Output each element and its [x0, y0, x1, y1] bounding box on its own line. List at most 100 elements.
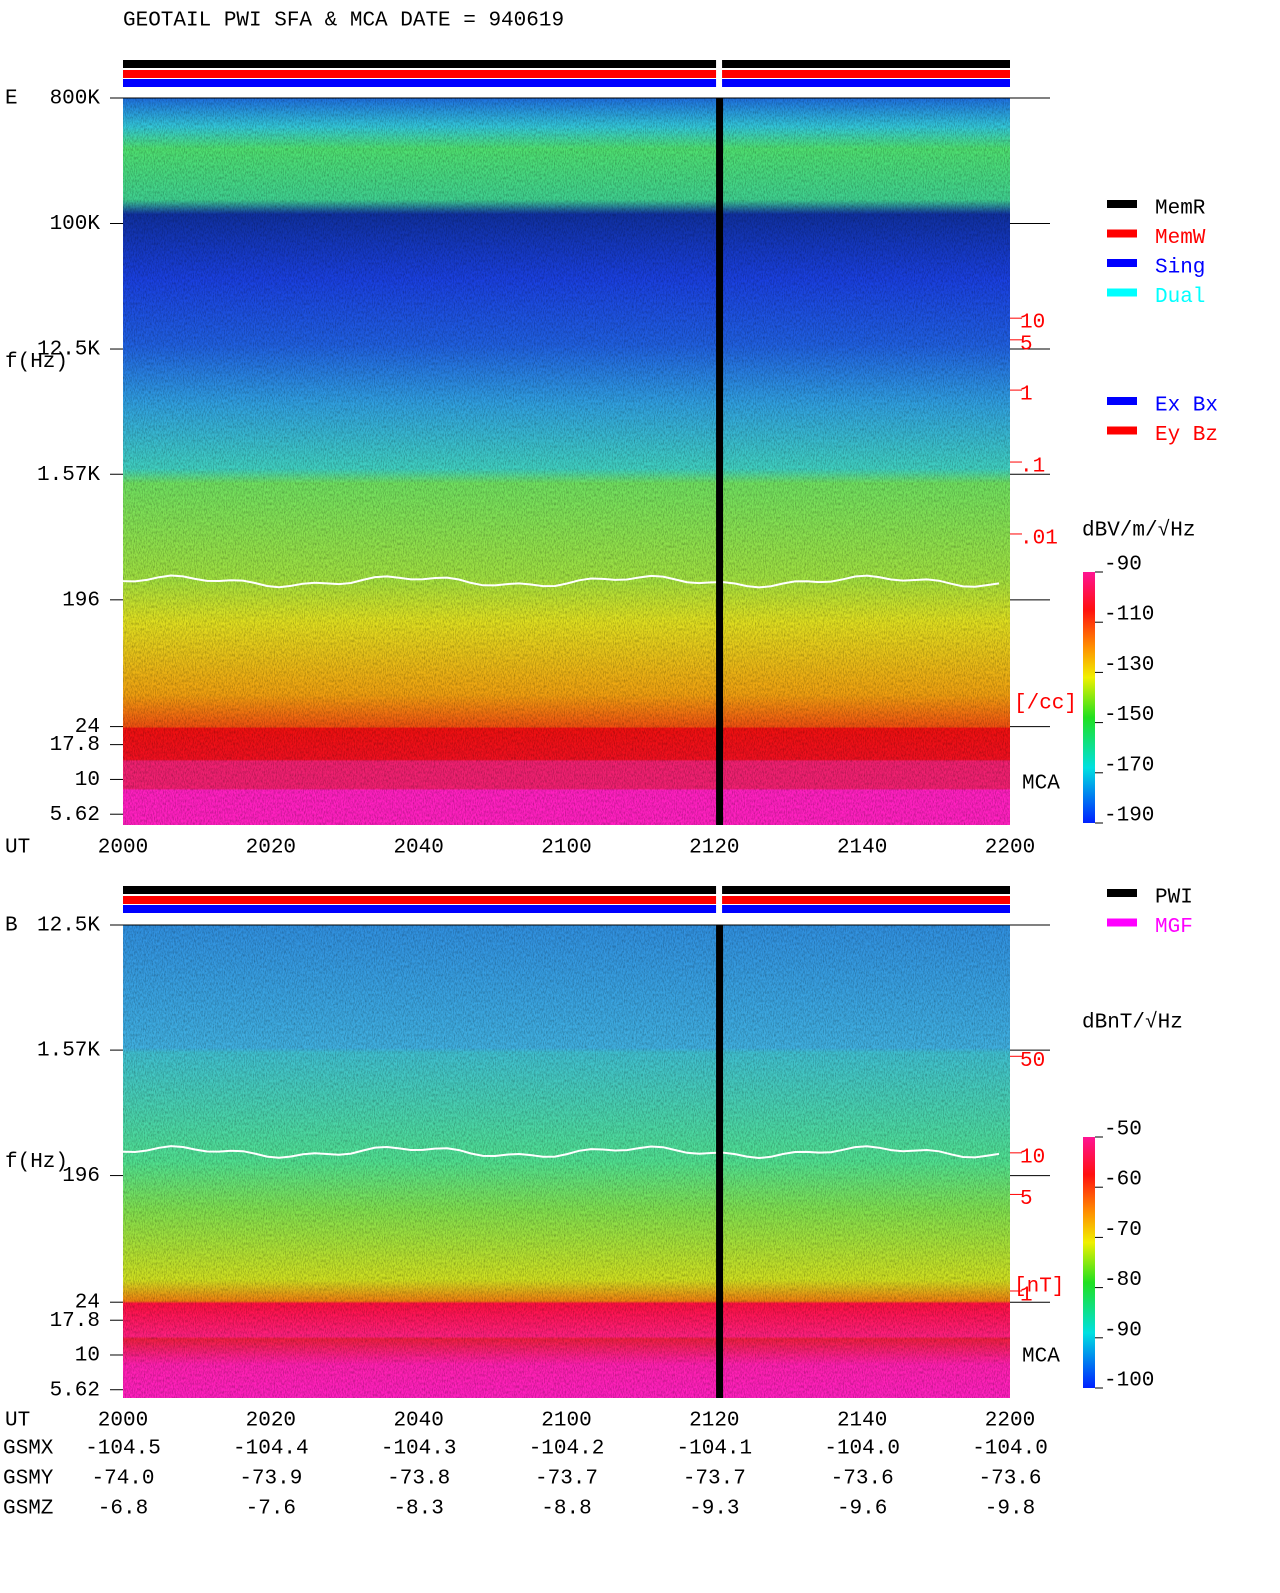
legend-swatch [1107, 259, 1137, 267]
colorbar-tick-label: -130 [1104, 654, 1154, 677]
y2-tick-label: .01 [1020, 528, 1058, 551]
orbit-label: GSMZ [3, 1498, 53, 1521]
y-axis-label: f(Hz) [5, 1151, 68, 1174]
orbit-value: -104.5 [85, 1438, 161, 1461]
legend-label: Sing [1155, 257, 1205, 280]
y-tick-label: 5.62 [50, 804, 100, 827]
plasma-line [122, 574, 1000, 589]
legend-label: MGF [1155, 916, 1193, 939]
orbit-value: -73.7 [535, 1468, 598, 1491]
y-tick-label: 5.62 [50, 1379, 100, 1402]
mode-gap [716, 60, 723, 87]
legend-swatch [1107, 229, 1137, 238]
x-tick-label: 2200 [985, 1410, 1035, 1433]
orbit-value: -8.8 [541, 1498, 591, 1521]
orbit-value: -8.3 [393, 1498, 443, 1521]
orbit-value: -104.3 [381, 1438, 457, 1461]
y-axis-label: f(Hz) [5, 351, 68, 374]
orbit-value: -73.7 [683, 1468, 746, 1491]
colorbar-tick-label: -110 [1104, 604, 1154, 627]
mode-bar [123, 79, 1010, 87]
legend-label: Ey Bz [1155, 424, 1218, 447]
data-gap [716, 925, 724, 1398]
orbit-value: -104.0 [972, 1438, 1048, 1461]
colorbar [1083, 1137, 1095, 1388]
spectrogram-texture [123, 98, 1010, 825]
legend-swatch [1107, 426, 1137, 435]
colorbar-tick-label: -170 [1104, 754, 1154, 777]
y2-tick-label: 5 [1020, 333, 1033, 356]
mode-gap [716, 886, 723, 913]
y-tick-label: 800K [50, 88, 101, 111]
mode-bar [123, 886, 1010, 894]
colorbar-tick-label: -90 [1104, 1319, 1142, 1342]
colorbar-unit: dBnT/√Hz [1082, 1011, 1183, 1035]
colorbar-unit: dBV/m/√Hz [1082, 519, 1195, 543]
mode-bar [123, 896, 1010, 904]
title: GEOTAIL PWI SFA & MCA DATE = 940619 [123, 10, 564, 33]
x-tick-label: 2100 [541, 837, 591, 860]
y-tick-label: 196 [62, 1165, 100, 1188]
legend-label: Ex Bx [1155, 395, 1218, 418]
x-tick-label: 2040 [393, 837, 443, 860]
y2-unit: [/cc] [1014, 693, 1077, 716]
y2-tick-label: 1 [1020, 1285, 1033, 1308]
x-axis-label: UT [5, 837, 30, 860]
orbit-value: -104.1 [677, 1438, 753, 1461]
mode-bar [123, 60, 1010, 68]
orbit-label: GSMY [3, 1468, 54, 1491]
x-tick-label: 2120 [689, 837, 739, 860]
y2-tick-label: 10 [1020, 312, 1045, 335]
y-tick-label: 12.5K [37, 339, 100, 362]
mode-bar [123, 905, 1010, 913]
colorbar [1083, 572, 1095, 823]
colorbar-tick-label: -150 [1104, 704, 1154, 727]
y-tick-label: 100K [50, 213, 101, 236]
legend-swatch [1107, 889, 1137, 897]
orbit-value: -104.4 [233, 1438, 309, 1461]
colorbar-tick-label: -50 [1104, 1119, 1142, 1142]
colorbar-tick-label: -190 [1104, 805, 1154, 828]
y-tick-label: 196 [62, 589, 100, 612]
orbit-value: -73.8 [387, 1468, 450, 1491]
legend-swatch [1107, 200, 1137, 208]
y-tick-label: 10 [75, 1345, 100, 1368]
colorbar-tick-label: -80 [1104, 1269, 1142, 1292]
y-tick-label: 1.57K [37, 1040, 100, 1063]
x-tick-label: 2000 [98, 837, 148, 860]
colorbar-tick-label: -70 [1104, 1219, 1142, 1242]
legend-label: MemR [1155, 198, 1206, 221]
y-tick-label: 17.8 [50, 1310, 100, 1333]
legend-swatch [1107, 288, 1137, 297]
legend-swatch [1107, 397, 1137, 405]
y-tick-label: 1.57K [37, 464, 100, 487]
orbit-value: -73.6 [978, 1468, 1041, 1491]
orbit-value: -74.0 [91, 1468, 154, 1491]
legend-swatch [1107, 918, 1137, 927]
orbit-value: -104.2 [529, 1438, 605, 1461]
orbit-value: -104.0 [824, 1438, 900, 1461]
x-tick-label: 2000 [98, 1410, 148, 1433]
orbit-value: -9.6 [837, 1498, 887, 1521]
panel-label: B [5, 915, 18, 938]
orbit-label: GSMX [3, 1438, 54, 1461]
x-tick-label: 2120 [689, 1410, 739, 1433]
y2-tick-label: 1 [1020, 384, 1033, 407]
x-tick-label: 2020 [246, 837, 296, 860]
y2-tick-label: 50 [1020, 1050, 1045, 1073]
legend-label: PWI [1155, 887, 1193, 910]
x-tick-label: 2140 [837, 837, 887, 860]
y2-tick-label: 5 [1020, 1188, 1033, 1211]
orbit-value: -7.6 [246, 1498, 296, 1521]
mca-label: MCA [1022, 773, 1060, 796]
y-tick-label: 10 [75, 769, 100, 792]
colorbar-tick-label: -90 [1104, 554, 1142, 577]
orbit-value: -9.8 [985, 1498, 1035, 1521]
x-tick-label: 2040 [393, 1410, 443, 1433]
legend-label: MemW [1155, 227, 1206, 250]
y2-unit: [nT] [1014, 1276, 1064, 1299]
colorbar-tick-label: -60 [1104, 1169, 1142, 1192]
y-tick-label: 17.8 [50, 734, 100, 757]
y-tick-label: 24 [75, 1292, 100, 1315]
